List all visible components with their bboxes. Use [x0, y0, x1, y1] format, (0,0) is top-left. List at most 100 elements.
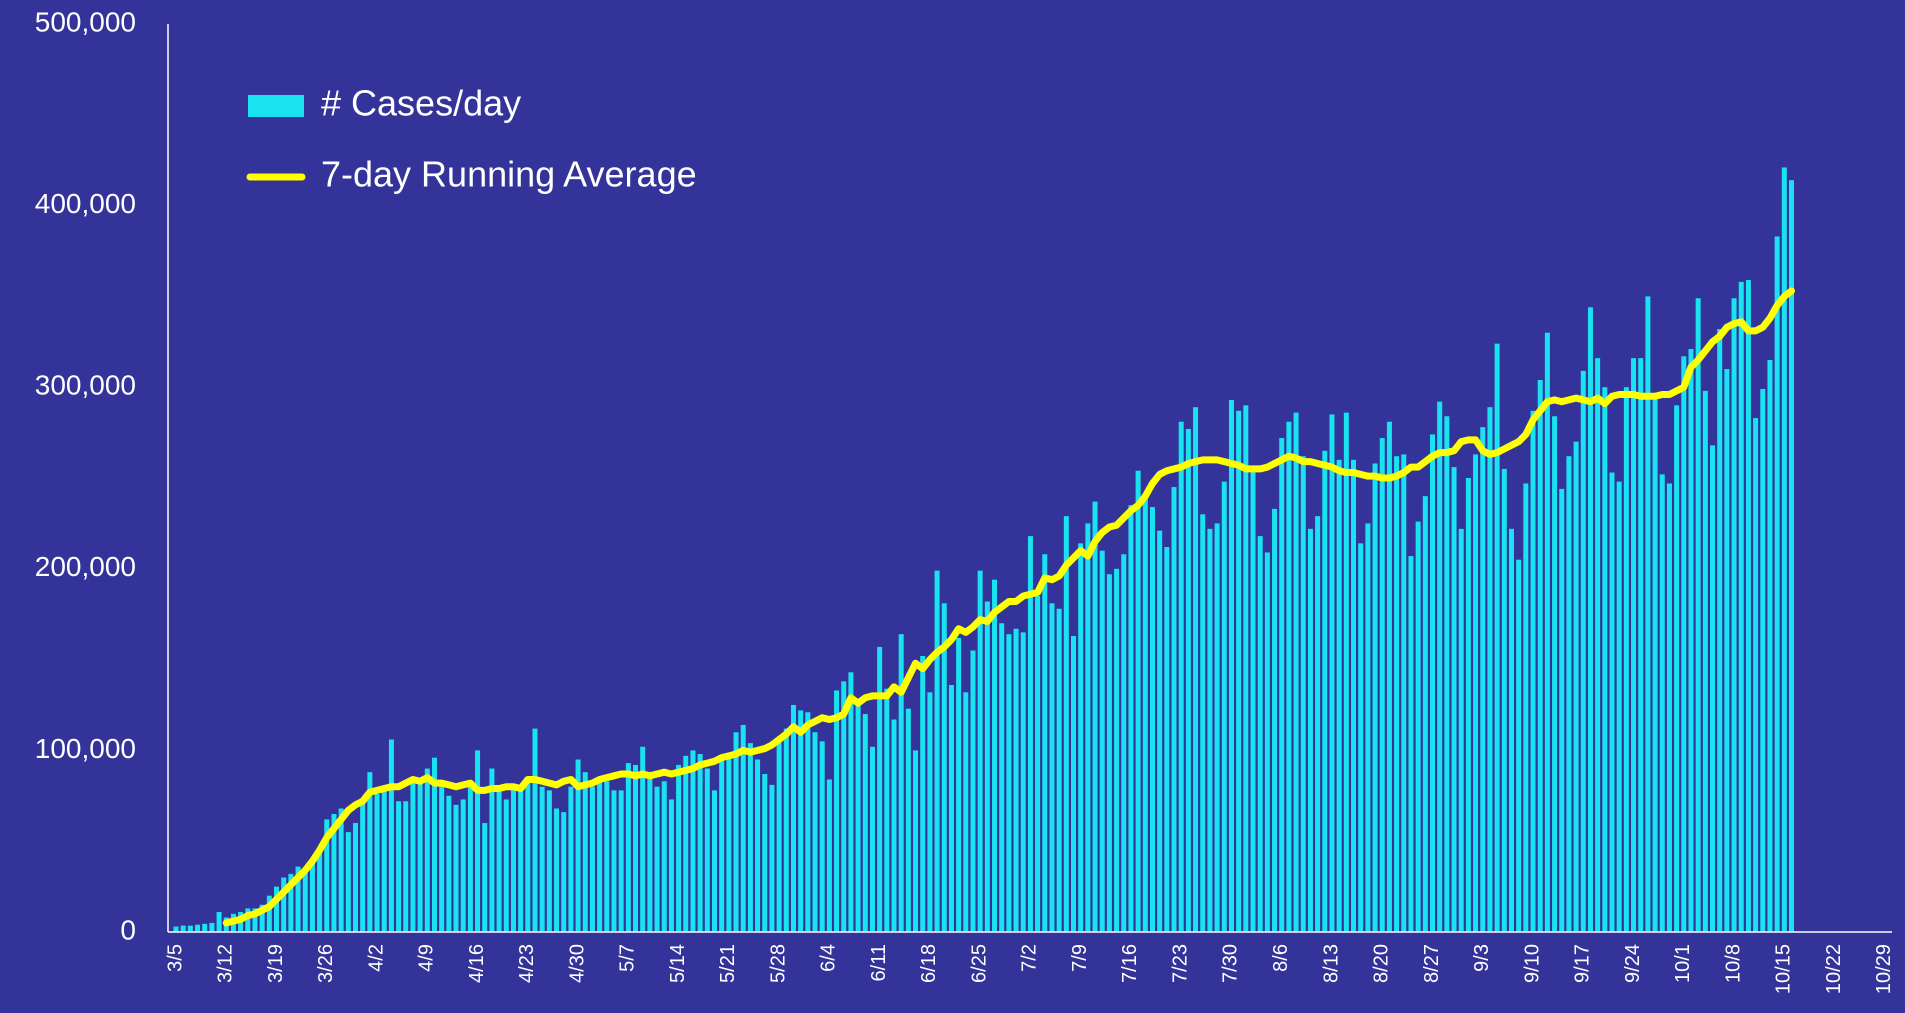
bar [719, 759, 725, 932]
bar [913, 750, 919, 932]
bar [941, 603, 947, 932]
bar [510, 786, 516, 932]
bar [834, 690, 840, 932]
bar [1430, 434, 1435, 932]
bar [963, 692, 969, 932]
bar [1343, 412, 1349, 932]
bar [582, 772, 588, 932]
bar [920, 655, 926, 932]
bar [331, 813, 337, 932]
x-tick-label: 7/9 [1069, 944, 1091, 972]
bar [1494, 343, 1500, 933]
bar [1200, 514, 1206, 932]
bar [1659, 474, 1665, 932]
x-tick-label: 10/15 [1773, 944, 1795, 994]
bar [467, 784, 473, 932]
bar [1602, 387, 1608, 932]
bar [1516, 559, 1522, 932]
bar [1315, 516, 1321, 932]
bar [410, 781, 416, 932]
bar [690, 750, 696, 932]
bar [1013, 628, 1019, 932]
bar [381, 786, 387, 932]
bar [1171, 487, 1177, 932]
x-tick-label: 8/20 [1371, 944, 1393, 983]
bar [503, 799, 509, 932]
bar [862, 714, 868, 932]
bar [288, 873, 294, 932]
bar [1415, 521, 1421, 932]
bar [1623, 387, 1629, 932]
bar [1228, 399, 1234, 932]
bar [1078, 543, 1084, 932]
bar [1020, 632, 1026, 932]
bar [783, 728, 789, 932]
bar [1753, 418, 1759, 932]
bar [1401, 454, 1407, 932]
x-tick-label: 4/16 [466, 944, 488, 983]
bar [676, 764, 682, 932]
bar [1142, 494, 1148, 932]
bar [245, 908, 251, 932]
bar [704, 768, 710, 932]
bar [1164, 547, 1170, 932]
x-tick-label: 6/18 [918, 944, 940, 983]
x-tick-label: 3/19 [265, 944, 287, 983]
bar [819, 741, 825, 932]
bar [1293, 412, 1299, 932]
bar [625, 763, 631, 932]
bar [1487, 407, 1493, 932]
x-tick-label: 9/24 [1622, 944, 1644, 983]
bar [1767, 359, 1773, 933]
bar [417, 777, 423, 932]
line [222, 287, 1795, 927]
bar [195, 924, 201, 932]
bar [274, 886, 280, 932]
bar [216, 912, 222, 932]
x-tick-label: 3/26 [315, 944, 337, 983]
bar [575, 759, 581, 932]
legend-label: # Cases/day [321, 83, 521, 124]
bar [948, 685, 954, 932]
bar [1738, 281, 1744, 932]
bar [180, 925, 186, 932]
bar [281, 877, 287, 932]
bar [1264, 552, 1270, 932]
bar [1106, 574, 1112, 932]
bar [353, 823, 358, 932]
x-tick-label: 10/8 [1722, 944, 1744, 983]
bar [1789, 180, 1794, 932]
x-tick-label: 5/7 [617, 944, 639, 972]
bar [640, 746, 646, 932]
bar [927, 692, 933, 932]
bar [1035, 596, 1041, 932]
bar [1394, 456, 1400, 932]
bar [697, 754, 703, 932]
bar [1702, 390, 1708, 932]
bar [295, 866, 301, 932]
x-tick-label: 8/6 [1270, 944, 1292, 972]
bar [1386, 421, 1392, 932]
bar [1178, 421, 1184, 932]
bar [1530, 410, 1536, 933]
bar [309, 859, 315, 932]
bar [1523, 483, 1529, 932]
bar [1149, 507, 1155, 932]
bar [1695, 298, 1701, 932]
bar [1710, 445, 1716, 932]
bar [1760, 389, 1766, 932]
y-tick-label: 100,000 [35, 733, 136, 764]
x-tick-label: 4/2 [365, 944, 387, 972]
bar [1631, 358, 1637, 932]
bar [1300, 456, 1306, 932]
bar [568, 786, 574, 932]
bar [812, 732, 818, 932]
bar [776, 739, 782, 932]
bar [999, 623, 1005, 932]
bar [317, 848, 323, 932]
bar [475, 750, 481, 932]
bar [1085, 523, 1091, 932]
bar [618, 790, 624, 932]
